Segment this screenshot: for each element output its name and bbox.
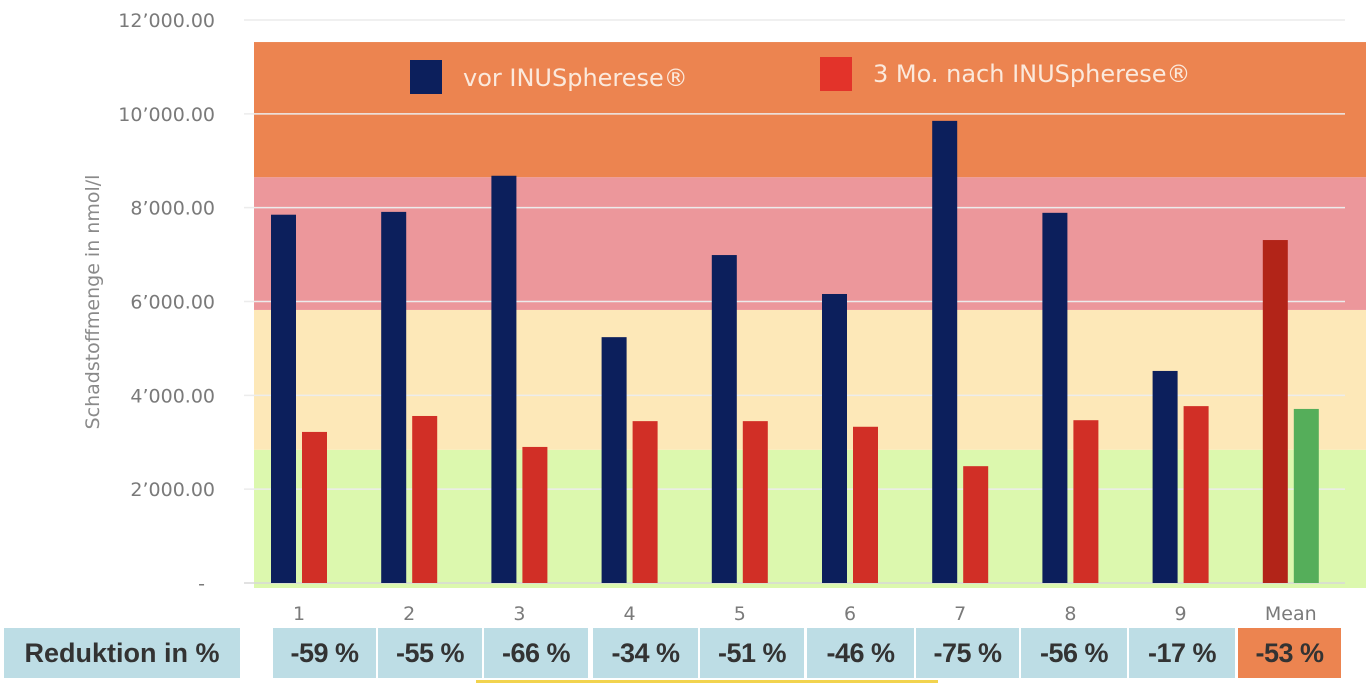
x-tick-label: 4 [624, 603, 636, 625]
bar-after-2 [412, 415, 438, 583]
bar-after-1 [302, 431, 327, 583]
y-tick-label: 6’000.00 [130, 292, 215, 314]
bar-before-5 [711, 255, 737, 584]
highlight-underline [476, 680, 938, 683]
y-tick-label: 8’000.00 [130, 198, 215, 220]
bars [271, 120, 1319, 584]
band-0 [254, 449, 1366, 588]
bar-before-7 [932, 120, 958, 583]
bar-before-8 [1042, 212, 1068, 583]
legend-label-after: 3 Mo. nach INUSpherese® [873, 60, 1191, 88]
reduction-cell: -46 % [807, 628, 914, 678]
x-tick-label: 9 [1175, 603, 1187, 625]
bar-before-2 [381, 211, 407, 583]
reduction-cell: -17 % [1129, 628, 1235, 678]
reduction-cell: -66 % [484, 628, 588, 678]
x-tick-label: 6 [844, 603, 856, 625]
y-tick-label: 4’000.00 [130, 385, 215, 407]
y-axis-title: Schadstoffmenge in nmol/l [82, 175, 104, 430]
x-tick-label: 3 [513, 603, 525, 625]
x-tick-label: 5 [734, 603, 746, 625]
bar-before-4 [601, 337, 627, 583]
bar-after-3 [522, 446, 548, 583]
bar-chart: - 2’000.00 4’000.00 6’000.00 8’000.00 10’000.… [82, 10, 1366, 625]
bar-before-1 [271, 214, 296, 583]
y-axis-ticks: - 2’000.00 4’000.00 6’000.00 8’000.00 10’000.… [118, 10, 215, 595]
x-tick-label: 1 [293, 603, 305, 625]
bar-before-6 [822, 293, 847, 583]
x-tick-label: 7 [954, 603, 966, 625]
bar-after-6 [853, 426, 878, 583]
bar-after-7 [963, 466, 989, 583]
bar-after-9 [1183, 406, 1209, 583]
x-tick-label: 2 [403, 603, 415, 625]
legend-swatch-before [410, 60, 442, 94]
background-bands [254, 42, 1366, 588]
bar-before-3 [491, 175, 517, 583]
bar-after-Mean [1293, 408, 1319, 583]
x-axis-labels: 1 2 3 4 5 6 7 8 9 Mean [293, 603, 1317, 625]
reduction-cell: -56 % [1021, 628, 1127, 678]
y-tick-label: 12’000.00 [118, 10, 215, 32]
bar-before-9 [1152, 370, 1178, 583]
x-tick-label: Mean [1265, 603, 1317, 625]
y-tick-label: - [198, 573, 205, 595]
reduction-cell: -59 % [273, 628, 376, 678]
reduction-cell: -34 % [593, 628, 698, 678]
reduction-cell: -55 % [378, 628, 482, 678]
band-2 [254, 177, 1366, 310]
reduction-cell-mean: -53 % [1238, 628, 1341, 678]
bar-after-4 [632, 421, 658, 583]
band-1 [254, 309, 1366, 450]
legend-label-before: vor INUSpherese® [463, 64, 688, 92]
y-tick-label: 10’000.00 [118, 104, 215, 126]
reduction-row-label: Reduktion in % [4, 628, 240, 678]
x-tick-label: 8 [1064, 603, 1076, 625]
bar-before-Mean [1262, 240, 1288, 583]
bar-after-5 [742, 421, 768, 583]
reduction-cell: -51 % [700, 628, 804, 678]
reduction-cell: -75 % [916, 628, 1019, 678]
y-tick-label: 2’000.00 [130, 479, 215, 501]
legend: vor INUSpherese® 3 Mo. nach INUSpherese® [410, 57, 1191, 94]
bar-after-8 [1073, 420, 1099, 583]
legend-swatch-after [820, 57, 852, 91]
